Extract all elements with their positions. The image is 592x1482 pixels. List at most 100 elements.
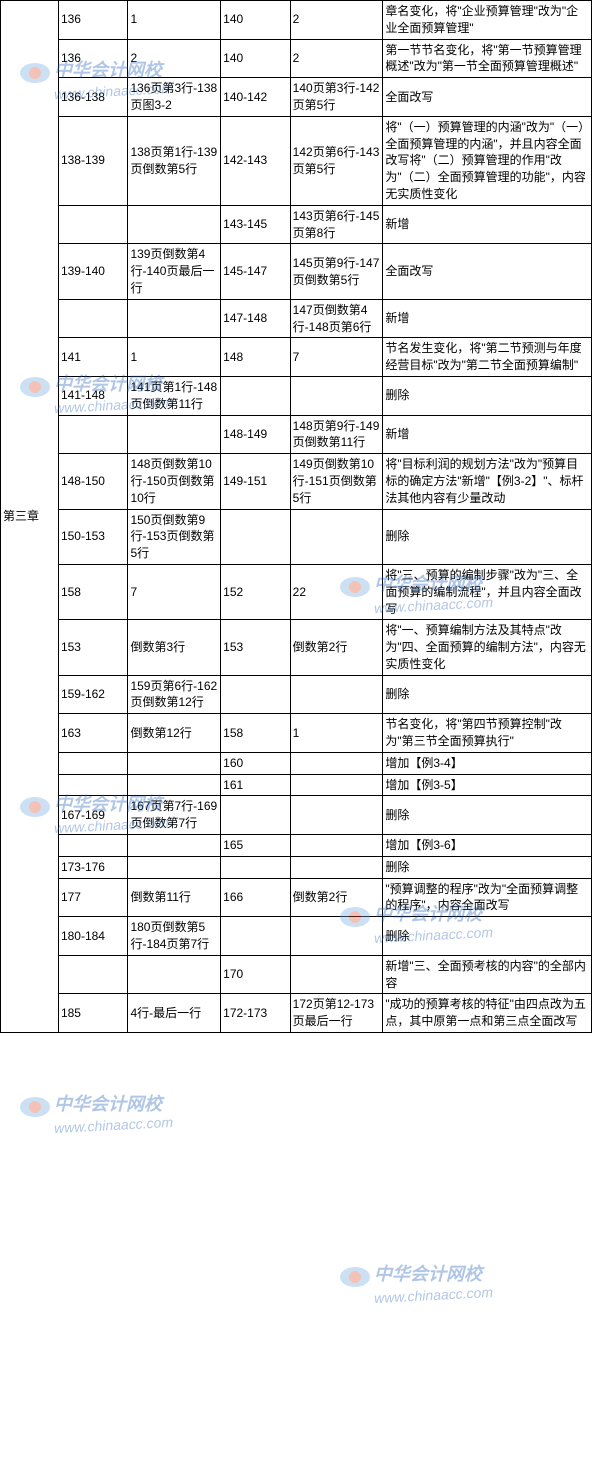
cell-b: 倒数第3行: [128, 620, 221, 675]
cell-e: 删除: [383, 856, 592, 878]
cell-b: 1: [128, 338, 221, 377]
table-row: 第三章13611402章名变化，将"企业预算管理"改为"企业全面预算管理": [1, 1, 592, 40]
cell-d: 143页第6行-145页第8行: [290, 205, 383, 244]
cell-a: [58, 955, 128, 994]
cell-e: 新增: [383, 299, 592, 338]
cell-d: 7: [290, 338, 383, 377]
cell-c: 166: [221, 878, 291, 917]
cell-c: 140: [221, 1, 291, 40]
cell-d: 145页第9行-147页倒数第5行: [290, 244, 383, 299]
cell-d: 147页倒数第4行-148页第6行: [290, 299, 383, 338]
cell-e: 增加【例3-5】: [383, 774, 592, 796]
cell-c: [221, 675, 291, 714]
cell-e: 将"三、预算的编制步骤"改为"三、全面预算的编制流程"，并且内容全面改写: [383, 564, 592, 619]
table-row: 170新增"三、全面预考核的内容"的全部内容: [1, 955, 592, 994]
cell-e: 增加【例3-4】: [383, 752, 592, 774]
table-row: 180-184180页倒数第5行-184页第7行删除: [1, 917, 592, 956]
cell-d: 148页第9行-149页倒数第11行: [290, 415, 383, 454]
watermark-cn: 中华会计网校: [374, 1264, 482, 1284]
table-row: 159-162159页第6行-162页倒数第12行删除: [1, 675, 592, 714]
table-row: 143-145143页第6行-145页第8行新增: [1, 205, 592, 244]
table-row: 136-138136页第3行-138页图3-2140-142140页第3行-14…: [1, 78, 592, 117]
cell-b: [128, 299, 221, 338]
cell-c: 149-151: [221, 454, 291, 509]
cell-b: [128, 205, 221, 244]
cell-d: [290, 835, 383, 857]
cell-a: 139-140: [58, 244, 128, 299]
cell-b: [128, 835, 221, 857]
cell-c: 153: [221, 620, 291, 675]
cell-e: 章名变化，将"企业预算管理"改为"企业全面预算管理": [383, 1, 592, 40]
table-row: 138-139138页第1行-139页倒数第5行142-143142页第6行-1…: [1, 116, 592, 205]
cell-d: [290, 774, 383, 796]
cell-b: 136页第3行-138页图3-2: [128, 78, 221, 117]
cell-d: [290, 376, 383, 415]
cell-e: "成功的预算考核的特征"由四点改为五点，其中原第一点和第三点全面改写: [383, 994, 592, 1033]
cell-a: 141-148: [58, 376, 128, 415]
cell-c: 165: [221, 835, 291, 857]
table-row: 148-149148页第9行-149页倒数第11行新增: [1, 415, 592, 454]
cell-a: [58, 299, 128, 338]
cell-a: [58, 415, 128, 454]
table-row: 160增加【例3-4】: [1, 752, 592, 774]
cell-b: [128, 415, 221, 454]
cell-e: "预算调整的程序"改为"全面预算调整的程序"，内容全面改写: [383, 878, 592, 917]
cell-e: 新增"三、全面预考核的内容"的全部内容: [383, 955, 592, 994]
cell-c: 172-173: [221, 994, 291, 1033]
cell-d: [290, 796, 383, 835]
table-row: 153倒数第3行153倒数第2行将"一、预算编制方法及其特点"改为"四、全面预算…: [1, 620, 592, 675]
table-row: 158715222将"三、预算的编制步骤"改为"三、全面预算的编制流程"，并且内…: [1, 564, 592, 619]
cell-b: [128, 955, 221, 994]
watermark-eye-icon: [20, 1097, 50, 1117]
cell-b: 180页倒数第5行-184页第7行: [128, 917, 221, 956]
cell-a: [58, 205, 128, 244]
cell-a: 173-176: [58, 856, 128, 878]
cell-c: 161: [221, 774, 291, 796]
cell-a: [58, 835, 128, 857]
cell-a: 141: [58, 338, 128, 377]
cell-c: 148: [221, 338, 291, 377]
cell-b: [128, 856, 221, 878]
cell-e: 节名发生变化，将"第二节预测与年度经营目标"改为"第二节全面预算编制": [383, 338, 592, 377]
table-row: 141-148141页第1行-148页倒数第11行删除: [1, 376, 592, 415]
cell-b: 倒数第12行: [128, 714, 221, 753]
cell-b: 1: [128, 1, 221, 40]
cell-e: 新增: [383, 205, 592, 244]
table-row: 173-176 删除: [1, 856, 592, 878]
cell-c: [221, 917, 291, 956]
cell-b: 141页第1行-148页倒数第11行: [128, 376, 221, 415]
table-row: 165 增加【例3-6】: [1, 835, 592, 857]
cell-c: 145-147: [221, 244, 291, 299]
cell-d: [290, 955, 383, 994]
cell-d: [290, 917, 383, 956]
cell-c: 140: [221, 39, 291, 78]
cell-c: 152: [221, 564, 291, 619]
watermark-cn: 中华会计网校: [54, 1094, 162, 1114]
cell-e: 全面改写: [383, 244, 592, 299]
cell-a: 163: [58, 714, 128, 753]
cell-e: 新增: [383, 415, 592, 454]
cell-e: 增加【例3-6】: [383, 835, 592, 857]
cell-e: 将"（一）预算管理的内涵"改为"（一）全面预算管理的内涵"，并且内容全面改写将"…: [383, 116, 592, 205]
cell-e: 将"一、预算编制方法及其特点"改为"四、全面预算的编制方法"，内容无实质性变化: [383, 620, 592, 675]
cell-a: 150-153: [58, 509, 128, 564]
cell-b: 138页第1行-139页倒数第5行: [128, 116, 221, 205]
cell-c: 142-143: [221, 116, 291, 205]
cell-d: 22: [290, 564, 383, 619]
chapter-cell: 第三章: [1, 1, 59, 1033]
cell-c: [221, 376, 291, 415]
watermark-eye-icon: [340, 1267, 370, 1287]
watermark: 中华会计网校www.chinaacc.com: [20, 1090, 173, 1133]
cell-e: 删除: [383, 509, 592, 564]
cell-c: [221, 856, 291, 878]
cell-b: [128, 752, 221, 774]
cell-a: [58, 752, 128, 774]
cell-e: 删除: [383, 675, 592, 714]
table-row: 147-148147页倒数第4行-148页第6行新增: [1, 299, 592, 338]
cell-b: 倒数第11行: [128, 878, 221, 917]
table-row: 14111487节名发生变化，将"第二节预测与年度经营目标"改为"第二节全面预算…: [1, 338, 592, 377]
table-row: 1854行-最后一行172-173172页第12-173页最后一行"成功的预算考…: [1, 994, 592, 1033]
cell-d: [290, 856, 383, 878]
cell-d: 倒数第2行: [290, 878, 383, 917]
cell-c: 140-142: [221, 78, 291, 117]
